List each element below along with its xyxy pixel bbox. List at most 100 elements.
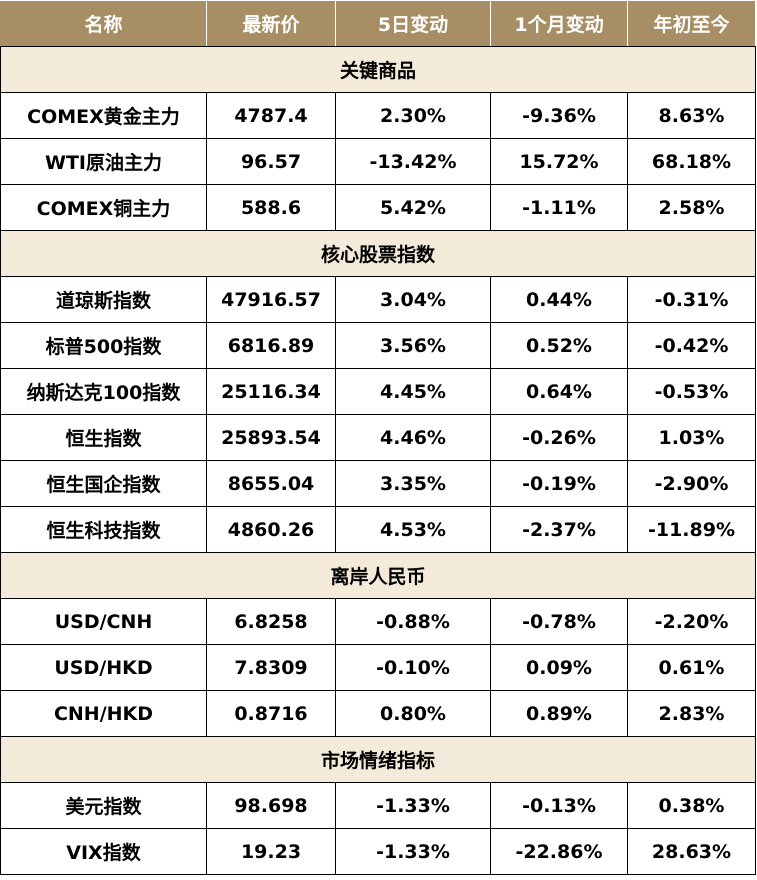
change-5day: 2.30% bbox=[335, 92, 491, 139]
change-1month: -0.78% bbox=[490, 598, 628, 645]
change-1month: 15.72% bbox=[490, 138, 628, 185]
table-row: USD/HKD 7.8309 -0.10% 0.09% 0.61% bbox=[0, 644, 756, 691]
change-5day: 4.53% bbox=[335, 506, 491, 553]
change-5day: -1.33% bbox=[335, 828, 491, 875]
instrument-name: 道琼斯指数 bbox=[0, 276, 207, 323]
table-body: 关键商品 COMEX黄金主力 4787.4 2.30% -9.36% 8.63% WTI原油… bbox=[0, 46, 756, 875]
latest-price: 6816.89 bbox=[206, 322, 336, 369]
table-row: VIX指数 19.23 -1.33% -22.86% 28.63% bbox=[0, 828, 756, 875]
header-row: 名称 最新价 5日变动 1个月变动 年初至今 bbox=[0, 0, 756, 47]
change-ytd: -11.89% bbox=[627, 506, 756, 553]
instrument-name: CNH/HKD bbox=[0, 690, 207, 737]
change-ytd: -0.31% bbox=[627, 276, 756, 323]
section-row: 核心股票指数 bbox=[0, 230, 756, 277]
change-1month: 0.64% bbox=[490, 368, 628, 415]
latest-price: 588.6 bbox=[206, 184, 336, 231]
latest-price: 47916.57 bbox=[206, 276, 336, 323]
change-1month: -9.36% bbox=[490, 92, 628, 139]
latest-price: 25893.54 bbox=[206, 414, 336, 461]
change-5day: -0.10% bbox=[335, 644, 491, 691]
section-title: 核心股票指数 bbox=[0, 230, 756, 277]
change-ytd: 2.83% bbox=[627, 690, 756, 737]
change-5day: 3.56% bbox=[335, 322, 491, 369]
latest-price: 8655.04 bbox=[206, 460, 336, 507]
latest-price: 96.57 bbox=[206, 138, 336, 185]
instrument-name: 美元指数 bbox=[0, 782, 207, 829]
section-title: 离岸人民币 bbox=[0, 552, 756, 599]
change-5day: 4.46% bbox=[335, 414, 491, 461]
latest-price: 0.8716 bbox=[206, 690, 336, 737]
change-ytd: 28.63% bbox=[627, 828, 756, 875]
section-row: 市场情绪指标 bbox=[0, 736, 756, 783]
change-ytd: -0.53% bbox=[627, 368, 756, 415]
header-1month-change: 1个月变动 bbox=[490, 0, 628, 47]
instrument-name: 恒生指数 bbox=[0, 414, 207, 461]
latest-price: 4787.4 bbox=[206, 92, 336, 139]
change-5day: 0.80% bbox=[335, 690, 491, 737]
change-ytd: 68.18% bbox=[627, 138, 756, 185]
change-1month: -0.19% bbox=[490, 460, 628, 507]
table-row: 道琼斯指数 47916.57 3.04% 0.44% -0.31% bbox=[0, 276, 756, 323]
change-5day: -13.42% bbox=[335, 138, 491, 185]
change-ytd: 1.03% bbox=[627, 414, 756, 461]
change-ytd: -2.20% bbox=[627, 598, 756, 645]
table-row: COMEX黄金主力 4787.4 2.30% -9.36% 8.63% bbox=[0, 92, 756, 139]
table-row: 恒生指数 25893.54 4.46% -0.26% 1.03% bbox=[0, 414, 756, 461]
instrument-name: 恒生国企指数 bbox=[0, 460, 207, 507]
change-5day: 5.42% bbox=[335, 184, 491, 231]
change-1month: 0.44% bbox=[490, 276, 628, 323]
instrument-name: 恒生科技指数 bbox=[0, 506, 207, 553]
change-1month: 0.89% bbox=[490, 690, 628, 737]
latest-price: 4860.26 bbox=[206, 506, 336, 553]
table-row: 美元指数 98.698 -1.33% -0.13% 0.38% bbox=[0, 782, 756, 829]
change-5day: 3.04% bbox=[335, 276, 491, 323]
change-1month: 0.09% bbox=[490, 644, 628, 691]
section-row: 关键商品 bbox=[0, 46, 756, 93]
change-5day: 4.45% bbox=[335, 368, 491, 415]
instrument-name: 标普500指数 bbox=[0, 322, 207, 369]
change-1month: 0.52% bbox=[490, 322, 628, 369]
latest-price: 25116.34 bbox=[206, 368, 336, 415]
instrument-name: COMEX黄金主力 bbox=[0, 92, 207, 139]
change-5day: -0.88% bbox=[335, 598, 491, 645]
change-5day: -1.33% bbox=[335, 782, 491, 829]
latest-price: 7.8309 bbox=[206, 644, 336, 691]
header-5day-change: 5日变动 bbox=[335, 0, 491, 47]
section-title: 关键商品 bbox=[0, 46, 756, 93]
change-ytd: -0.42% bbox=[627, 322, 756, 369]
table-row: WTI原油主力 96.57 -13.42% 15.72% 68.18% bbox=[0, 138, 756, 185]
section-title: 市场情绪指标 bbox=[0, 736, 756, 783]
change-ytd: 0.38% bbox=[627, 782, 756, 829]
change-1month: -0.13% bbox=[490, 782, 628, 829]
change-ytd: 0.61% bbox=[627, 644, 756, 691]
table-row: CNH/HKD 0.8716 0.80% 0.89% 2.83% bbox=[0, 690, 756, 737]
change-ytd: -2.90% bbox=[627, 460, 756, 507]
header-price: 最新价 bbox=[206, 0, 336, 47]
table-row: COMEX铜主力 588.6 5.42% -1.11% 2.58% bbox=[0, 184, 756, 231]
table-row: USD/CNH 6.8258 -0.88% -0.78% -2.20% bbox=[0, 598, 756, 645]
section-row: 离岸人民币 bbox=[0, 552, 756, 599]
header-name: 名称 bbox=[0, 0, 207, 47]
latest-price: 6.8258 bbox=[206, 598, 336, 645]
instrument-name: WTI原油主力 bbox=[0, 138, 207, 185]
change-ytd: 2.58% bbox=[627, 184, 756, 231]
table-row: 恒生国企指数 8655.04 3.35% -0.19% -2.90% bbox=[0, 460, 756, 507]
instrument-name: COMEX铜主力 bbox=[0, 184, 207, 231]
table-row: 纳斯达克100指数 25116.34 4.45% 0.64% -0.53% bbox=[0, 368, 756, 415]
change-ytd: 8.63% bbox=[627, 92, 756, 139]
instrument-name: USD/HKD bbox=[0, 644, 207, 691]
change-1month: -22.86% bbox=[490, 828, 628, 875]
instrument-name: 纳斯达克100指数 bbox=[0, 368, 207, 415]
latest-price: 98.698 bbox=[206, 782, 336, 829]
change-1month: -0.26% bbox=[490, 414, 628, 461]
header-ytd: 年初至今 bbox=[627, 0, 756, 47]
instrument-name: USD/CNH bbox=[0, 598, 207, 645]
table-row: 标普500指数 6816.89 3.56% 0.52% -0.42% bbox=[0, 322, 756, 369]
latest-price: 19.23 bbox=[206, 828, 336, 875]
change-1month: -2.37% bbox=[490, 506, 628, 553]
instrument-name: VIX指数 bbox=[0, 828, 207, 875]
table-row: 恒生科技指数 4860.26 4.53% -2.37% -11.89% bbox=[0, 506, 756, 553]
change-1month: -1.11% bbox=[490, 184, 628, 231]
change-5day: 3.35% bbox=[335, 460, 491, 507]
